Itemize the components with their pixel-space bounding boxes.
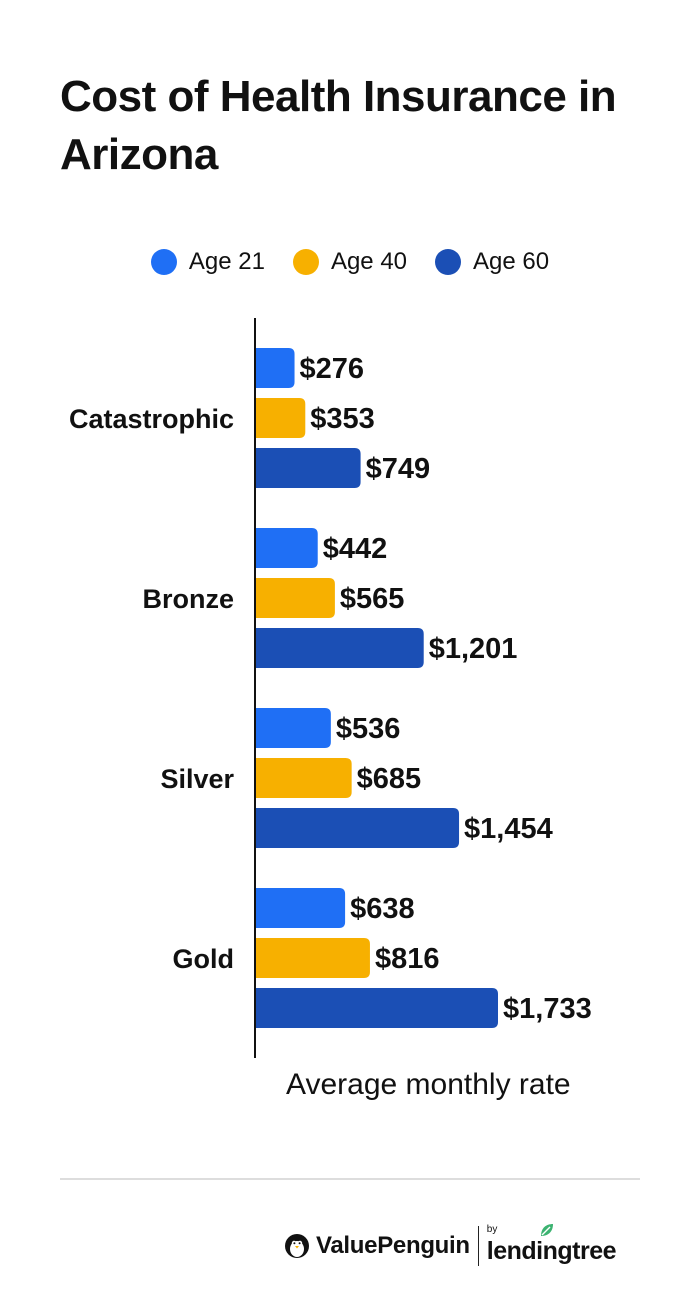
bar-catastrophic-age-40 [256, 398, 306, 438]
legend-item-age-60: Age 60 [435, 248, 549, 276]
category-label-catastrophic: Catastrophic [69, 404, 234, 434]
data-label: $816 [375, 943, 440, 975]
brand-logo: ValuePenguin by lendingtree [284, 1222, 617, 1270]
bar-catastrophic-age-21 [256, 348, 295, 388]
valuepenguin-wordmark: ValuePenguin [316, 1232, 470, 1259]
data-label: $685 [357, 763, 422, 795]
data-label: $565 [340, 583, 405, 615]
lendingtree-by-label: by [486, 1224, 498, 1235]
data-label: $1,733 [503, 993, 592, 1025]
legend-swatch-age-60 [435, 249, 462, 275]
data-label: $749 [366, 453, 431, 485]
x-axis-title: Average monthly rate [286, 1068, 571, 1101]
bar-catastrophic-age-60 [256, 448, 361, 488]
data-label: $276 [300, 353, 365, 385]
brand-separator [477, 1226, 479, 1266]
bar-silver-age-40 [256, 758, 352, 798]
legend-swatch-age-21 [150, 249, 177, 275]
leaf-icon [540, 1224, 553, 1236]
bar-bronze-age-40 [256, 578, 335, 618]
bar-bronze-age-21 [256, 528, 318, 568]
legend-label-age-40: Age 40 [330, 248, 408, 275]
chart-title: Cost of Health Insurance in Arizona [60, 72, 617, 179]
data-label: $536 [336, 713, 401, 745]
legend-swatch-age-40 [292, 249, 319, 275]
legend-label-age-60: Age 60 [473, 248, 550, 275]
legend-label-age-21: Age 21 [188, 248, 265, 275]
bar-silver-age-21 [256, 708, 331, 748]
bar-gold-age-60 [256, 988, 498, 1028]
chart-legend: Age 21 Age 40 Age 60 [0, 244, 700, 280]
bar-gold-age-40 [256, 938, 370, 978]
footer-divider [60, 1178, 640, 1180]
data-label: $353 [310, 403, 375, 435]
bar-silver-age-60 [256, 808, 460, 848]
bar-chart: $276 $353 $749 Catastrophic $442 $565 $1,201 Br… [69, 318, 592, 1058]
data-label: $1,201 [429, 633, 518, 665]
bar-gold-age-21 [256, 888, 346, 928]
category-label-silver: Silver [160, 764, 234, 794]
legend-item-age-40: Age 40 [292, 248, 408, 276]
data-label: $1,454 [464, 813, 553, 845]
data-label: $638 [350, 893, 415, 925]
category-label-bronze: Bronze [142, 584, 234, 614]
legend-item-age-21: Age 21 [150, 248, 265, 276]
bar-bronze-age-60 [256, 628, 424, 668]
penguin-icon [285, 1234, 309, 1258]
data-label: $442 [323, 533, 388, 565]
category-label-gold: Gold [173, 944, 235, 974]
lendingtree-wordmark: lendingtree [486, 1237, 617, 1265]
lendingtree-logo: by lendingtree [486, 1222, 617, 1270]
